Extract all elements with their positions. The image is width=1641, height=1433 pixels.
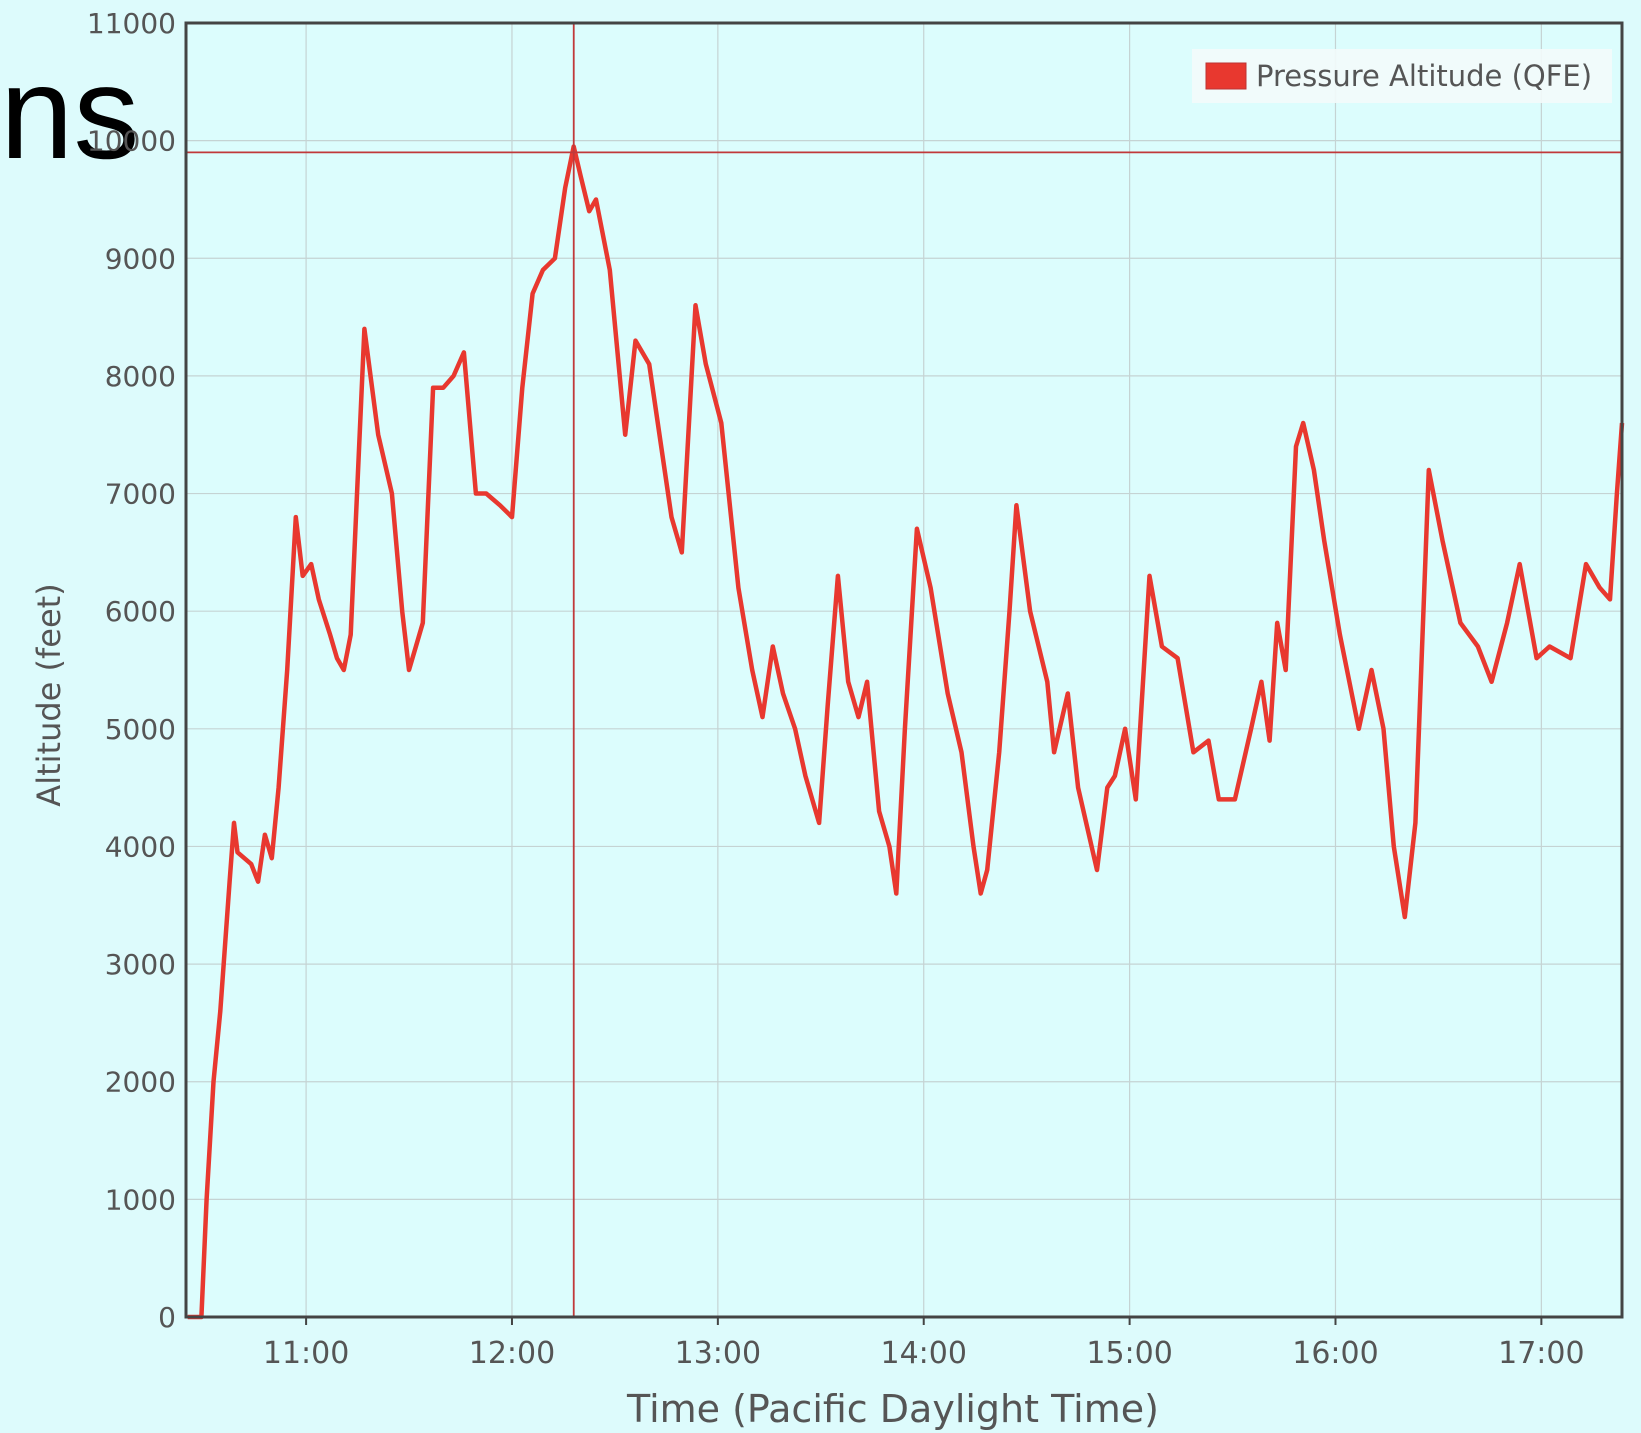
x-tick-label: 12:00 [469, 1336, 555, 1371]
y-tick-label: 2000 [105, 1066, 176, 1099]
y-tick-label: 11000 [87, 7, 176, 40]
y-axis-title: Altitude (feet) [30, 583, 68, 806]
y-tick-label: 6000 [105, 595, 176, 628]
y-tick-label: 3000 [105, 948, 176, 981]
legend-swatch [1205, 62, 1247, 90]
x-tick-label: 13:00 [675, 1336, 761, 1371]
y-tick-label: 0 [158, 1301, 176, 1334]
y-tick-label: 9000 [105, 242, 176, 275]
data-line [187, 144, 1625, 1320]
plot-area [186, 23, 1622, 1317]
y-tick-label: 4000 [105, 830, 176, 863]
x-tick-label: 16:00 [1292, 1336, 1378, 1371]
x-axis-title: Time (Pacific Daylight Time) [626, 1387, 1159, 1431]
legend-label: Pressure Altitude (QFE) [1256, 59, 1592, 93]
y-tick-label: 8000 [105, 360, 176, 393]
x-tick-label: 17:00 [1498, 1336, 1584, 1371]
overlay-text: ns [0, 39, 139, 186]
x-tick-label: 15:00 [1086, 1336, 1172, 1371]
y-tick-label: 5000 [105, 713, 176, 746]
x-tick-label: 14:00 [880, 1336, 966, 1371]
y-tick-label: 7000 [105, 478, 176, 511]
legend-box [1192, 49, 1612, 103]
plot-frame [184, 21, 1624, 1319]
x-tick-label: 11:00 [263, 1336, 349, 1371]
y-tick-label: 1000 [105, 1183, 176, 1216]
y-tick-label: 10000 [87, 125, 176, 158]
